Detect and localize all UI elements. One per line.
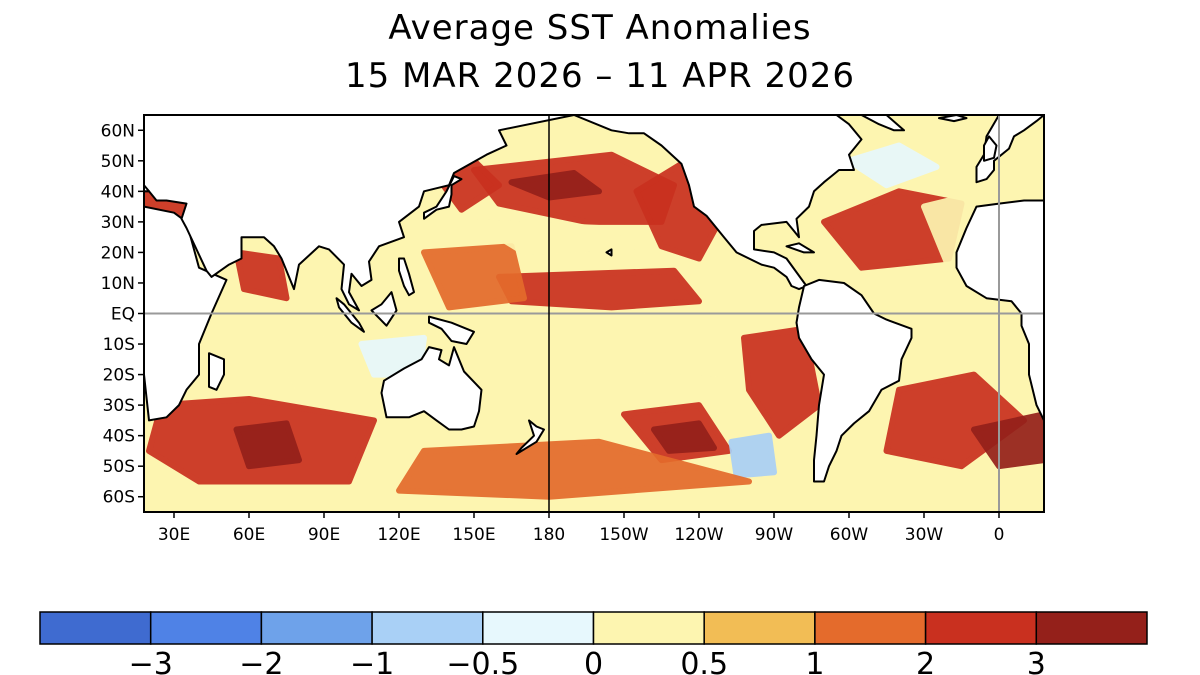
colorbar-label: 0 bbox=[584, 647, 603, 675]
longitude-axis: 30E 60E 90E 120E 150E 180 150W 120W 90W 60W 30W 0 bbox=[158, 512, 1005, 545]
lon-tick-label: 90W bbox=[755, 525, 794, 545]
map-title: Average SST Anomalies bbox=[388, 8, 812, 48]
anomaly-region-south-atlantic-core bbox=[971, 411, 1044, 470]
reference-lines bbox=[144, 115, 1044, 512]
lat-tick-label: 50S bbox=[103, 457, 135, 477]
lat-tick-label: EQ bbox=[111, 305, 135, 325]
land-australia bbox=[380, 346, 483, 431]
land-cuba bbox=[785, 242, 815, 254]
lat-tick-label: 10N bbox=[101, 274, 135, 294]
colorbar-swatch bbox=[703, 611, 816, 645]
colorbar-swatch bbox=[39, 611, 152, 645]
colorbar-swatch bbox=[260, 611, 373, 645]
lat-tick-label: 30S bbox=[103, 396, 135, 416]
land-layer bbox=[144, 115, 1044, 483]
land-africa-west bbox=[955, 199, 1044, 422]
land-madagascar bbox=[208, 352, 225, 391]
lon-tick-label: 120E bbox=[377, 525, 420, 545]
lat-tick-label: 40S bbox=[103, 427, 135, 447]
land-greenland bbox=[860, 115, 905, 132]
lon-tick-label: 30W bbox=[905, 525, 944, 545]
lat-tick-label: 10S bbox=[103, 335, 135, 355]
colorbar-label: −3 bbox=[129, 647, 173, 675]
land-british-isles bbox=[983, 135, 998, 162]
anomaly-region-south-pacific-core bbox=[651, 420, 717, 454]
lat-tick-label: 30N bbox=[101, 213, 135, 233]
anomaly-region-north-pacific-core bbox=[508, 170, 602, 201]
lat-tick-label: 20N bbox=[101, 243, 135, 263]
anomaly-region-tropical-north-pacific bbox=[496, 267, 702, 311]
land-philippines bbox=[398, 257, 415, 297]
colorbar: −3 −2 −1 −0.5 0 0.5 1 2 3 bbox=[39, 611, 1148, 675]
land-sumatra bbox=[335, 297, 365, 333]
land-new-zealand bbox=[515, 419, 545, 455]
land-south-america bbox=[795, 278, 913, 483]
lon-tick-label: 30E bbox=[158, 525, 190, 545]
colorbar-label: −0.5 bbox=[446, 647, 519, 675]
map-subtitle: 15 MAR 2026 – 11 APR 2026 bbox=[344, 56, 856, 96]
land-hawaii bbox=[605, 248, 613, 257]
colorbar-swatch bbox=[924, 611, 1038, 645]
land-iceland bbox=[938, 115, 968, 123]
anomaly-region-pacific-cool-subtropic bbox=[471, 218, 640, 256]
lat-tick-label: 60N bbox=[101, 121, 135, 141]
colorbar-swatch bbox=[1035, 611, 1148, 645]
land-japan bbox=[423, 175, 463, 220]
anomaly-region-north-atlantic-cool bbox=[846, 142, 940, 189]
lat-tick-label: 60S bbox=[103, 488, 135, 508]
land-arabian-sea-coast bbox=[144, 184, 150, 193]
anomaly-region-peru-warm bbox=[741, 325, 822, 439]
land-north-america bbox=[573, 115, 863, 291]
colorbar-label: −1 bbox=[350, 647, 394, 675]
colorbar-swatch bbox=[371, 611, 484, 645]
land-eurasia bbox=[144, 115, 575, 312]
lat-tick-label: 20S bbox=[103, 366, 135, 386]
colorbar-swatch bbox=[592, 611, 705, 645]
anomaly-region-southern-ocean-warm bbox=[396, 438, 752, 500]
lon-tick-label: 60W bbox=[830, 525, 869, 545]
lon-tick-label: 150E bbox=[452, 525, 495, 545]
lon-tick-label: 150W bbox=[599, 525, 648, 545]
lon-tick-label: 180 bbox=[533, 525, 565, 545]
lon-tick-label: 90E bbox=[308, 525, 340, 545]
lat-tick-label: 50N bbox=[101, 152, 135, 172]
anomaly-region-indian-ocean-core bbox=[233, 420, 302, 470]
land-new-guinea bbox=[428, 315, 475, 345]
lon-tick-label: 60E bbox=[233, 525, 265, 545]
lon-tick-label: 0 bbox=[994, 525, 1005, 545]
colorbar-label: −2 bbox=[239, 647, 283, 675]
anomaly-region-west-pacific-warm-pool bbox=[421, 243, 527, 311]
latitude-axis: 60N 50N 40N 30N 20N 10N EQ 10S 20S 30S 40S 50S 60S bbox=[101, 121, 144, 508]
lon-tick-label: 120W bbox=[674, 525, 723, 545]
anomaly-region-arabian-sea-warm bbox=[233, 249, 290, 302]
colorbar-label: 2 bbox=[916, 647, 935, 675]
land-borneo bbox=[370, 291, 398, 327]
colorbar-label: 1 bbox=[805, 647, 824, 675]
anomaly-region-indian-ocean-cool bbox=[271, 334, 377, 393]
lat-tick-label: 40N bbox=[101, 182, 135, 202]
colorbar-swatch bbox=[149, 611, 263, 645]
colorbar-label: 3 bbox=[1027, 647, 1046, 675]
colorbar-swatch bbox=[482, 611, 595, 645]
colorbar-swatch bbox=[814, 611, 927, 645]
colorbar-label: 0.5 bbox=[680, 647, 728, 675]
anomaly-region-south-pacific-cool-spot bbox=[728, 432, 777, 479]
